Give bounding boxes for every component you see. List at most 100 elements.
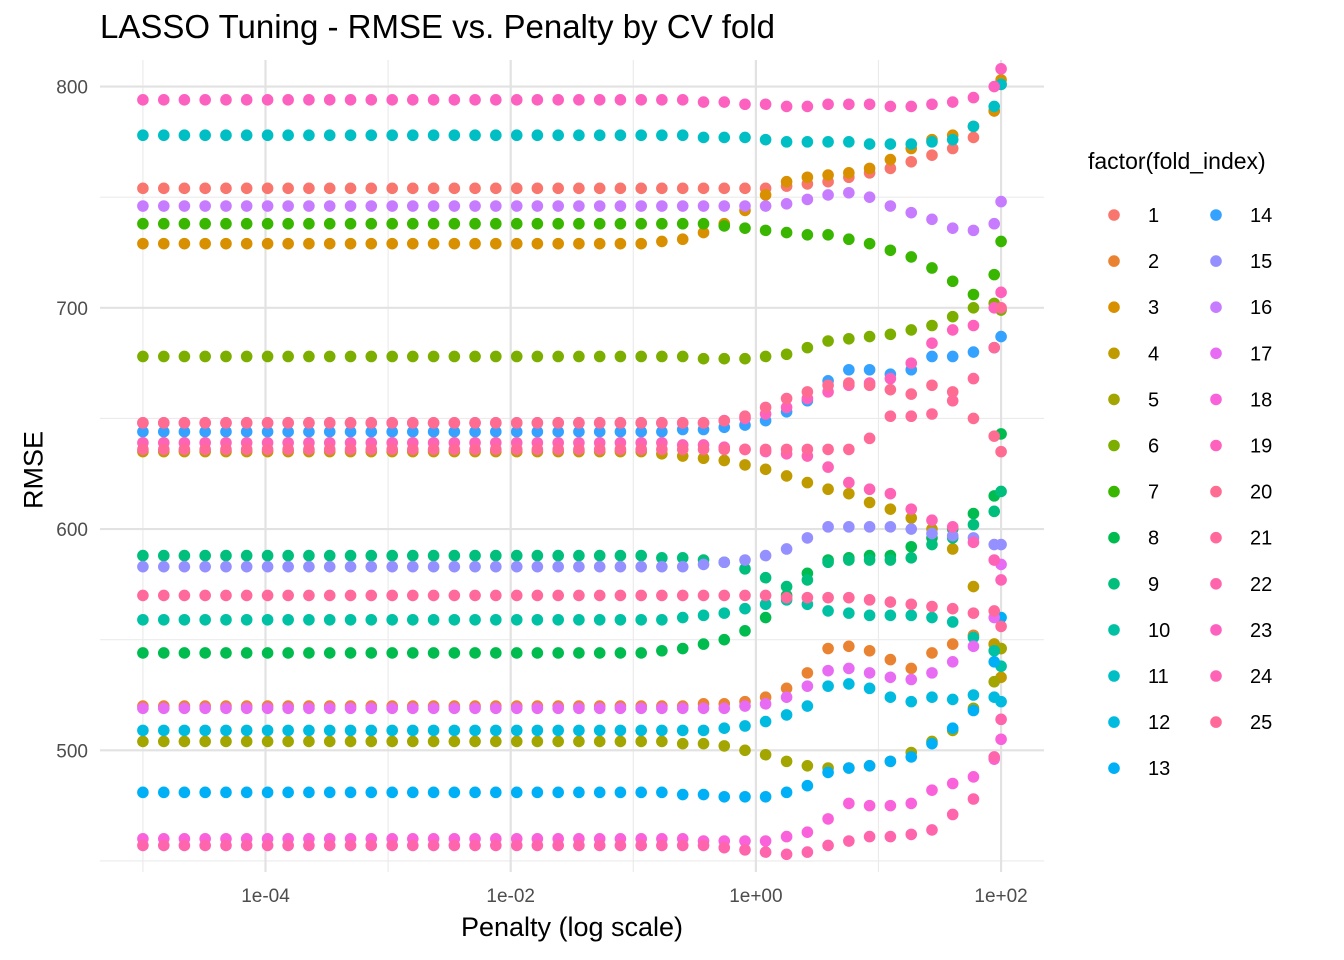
data-point-fold-13 xyxy=(240,786,253,799)
data-point-fold-1 xyxy=(718,182,731,195)
data-point-fold-17 xyxy=(427,702,440,715)
data-point-fold-20 xyxy=(822,379,834,392)
data-points xyxy=(137,63,1007,861)
data-point-fold-3 xyxy=(656,235,668,248)
data-point-fold-21 xyxy=(157,589,170,602)
data-point-fold-13 xyxy=(759,790,772,803)
data-point-fold-22 xyxy=(926,824,938,836)
data-point-fold-12 xyxy=(656,724,668,737)
data-point-fold-15 xyxy=(199,560,211,573)
data-point-fold-20 xyxy=(739,410,751,423)
data-point-fold-23 xyxy=(822,98,834,111)
data-point-fold-12 xyxy=(303,724,315,737)
data-point-fold-4 xyxy=(697,452,710,465)
data-point-fold-13 xyxy=(178,786,191,799)
data-point-fold-13 xyxy=(427,786,440,799)
data-point-fold-11 xyxy=(967,120,980,133)
data-point-fold-22 xyxy=(490,839,502,852)
data-point-fold-7 xyxy=(448,217,461,230)
data-point-fold-13 xyxy=(573,786,585,799)
data-point-fold-16 xyxy=(386,200,399,212)
data-point-fold-15 xyxy=(490,560,502,573)
data-point-fold-7 xyxy=(510,217,523,230)
legend-key-8 xyxy=(1108,531,1120,544)
x-tick-label: 1e+00 xyxy=(729,886,782,907)
data-point-fold-9 xyxy=(801,574,814,586)
data-point-fold-13 xyxy=(220,786,232,799)
data-point-fold-8 xyxy=(157,647,170,659)
data-point-fold-12 xyxy=(469,724,481,737)
data-point-fold-25 xyxy=(822,443,834,456)
data-point-fold-14 xyxy=(220,425,232,438)
data-point-fold-24 xyxy=(926,514,938,527)
data-point-fold-14 xyxy=(427,425,440,438)
data-point-fold-20 xyxy=(676,417,689,429)
data-point-fold-13 xyxy=(552,786,564,799)
data-point-fold-7 xyxy=(995,235,1007,248)
data-point-fold-4 xyxy=(884,503,897,515)
data-point-fold-15 xyxy=(406,560,419,573)
data-point-fold-10 xyxy=(469,613,481,626)
data-point-fold-10 xyxy=(676,611,689,624)
data-point-fold-15 xyxy=(303,560,315,573)
data-point-fold-11 xyxy=(905,138,918,150)
legend-key-1 xyxy=(1108,209,1120,221)
data-point-fold-21 xyxy=(178,589,191,602)
data-point-fold-23 xyxy=(157,94,170,106)
data-point-fold-12 xyxy=(261,724,274,737)
data-point-fold-8 xyxy=(469,647,481,659)
data-point-fold-5 xyxy=(261,735,274,748)
data-point-fold-9 xyxy=(157,549,170,562)
data-point-fold-25 xyxy=(988,341,1001,354)
data-point-fold-5 xyxy=(988,675,1001,688)
data-point-fold-9 xyxy=(552,549,564,562)
data-point-fold-18 xyxy=(739,835,751,847)
data-point-fold-16 xyxy=(863,191,876,203)
data-point-fold-17 xyxy=(614,702,627,715)
data-point-fold-16 xyxy=(406,200,419,212)
data-point-fold-23 xyxy=(303,94,315,106)
data-point-fold-12 xyxy=(552,724,564,737)
data-point-fold-15 xyxy=(448,560,461,573)
data-point-fold-9 xyxy=(531,549,544,562)
data-point-fold-24 xyxy=(884,487,897,500)
data-point-fold-4 xyxy=(780,470,793,482)
data-point-fold-15 xyxy=(157,560,170,573)
data-point-fold-7 xyxy=(635,217,647,230)
data-point-fold-8 xyxy=(344,647,357,659)
data-point-fold-17 xyxy=(843,662,855,675)
data-point-fold-15 xyxy=(344,560,357,573)
data-point-fold-9 xyxy=(759,571,772,584)
data-point-fold-23 xyxy=(718,96,731,108)
data-point-fold-2 xyxy=(801,667,814,679)
legend-key-14 xyxy=(1210,209,1222,221)
data-point-fold-6 xyxy=(386,350,399,363)
legend-key-5 xyxy=(1108,393,1120,406)
data-point-fold-13 xyxy=(988,656,1001,668)
data-point-fold-15 xyxy=(614,560,627,573)
data-point-fold-23 xyxy=(220,94,232,106)
data-point-fold-5 xyxy=(573,735,585,748)
data-point-fold-8 xyxy=(323,647,336,659)
data-point-fold-5 xyxy=(344,735,357,748)
data-point-fold-9 xyxy=(427,549,440,562)
data-point-fold-16 xyxy=(967,224,980,237)
data-point-fold-16 xyxy=(157,200,170,212)
data-point-fold-11 xyxy=(240,129,253,142)
data-point-fold-22 xyxy=(220,839,232,852)
data-point-fold-15 xyxy=(884,521,897,533)
data-point-fold-5 xyxy=(780,755,793,768)
data-point-fold-25 xyxy=(406,443,419,456)
data-point-fold-25 xyxy=(137,443,149,456)
data-point-fold-23 xyxy=(282,94,294,106)
legend-label-3: 3 xyxy=(1148,297,1159,319)
data-point-fold-23 xyxy=(614,94,627,106)
data-point-fold-4 xyxy=(801,476,814,489)
data-point-fold-10 xyxy=(739,602,751,615)
data-point-fold-12 xyxy=(406,724,419,737)
data-point-fold-15 xyxy=(510,560,523,573)
data-point-fold-13 xyxy=(635,786,647,799)
data-point-fold-3 xyxy=(386,237,399,250)
data-point-fold-1 xyxy=(573,182,585,195)
data-point-fold-17 xyxy=(199,702,211,715)
